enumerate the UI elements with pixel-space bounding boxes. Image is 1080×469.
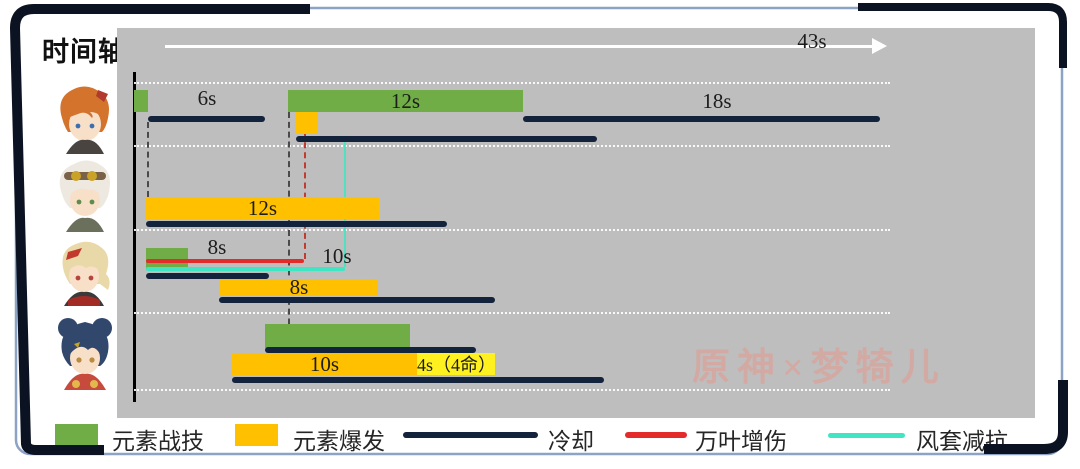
tartaglia-skill-cast-bar [134, 90, 148, 112]
time-arrow-head [872, 38, 887, 54]
tartaglia-skill-cooldown-label: 6s [197, 86, 217, 110]
legend-swatch-buff [625, 432, 687, 438]
kazuha-burst-cooldown-line [219, 297, 495, 303]
xiangling-burst-c4-bar: 4s（4命） [417, 353, 497, 375]
legend-label-cooldown: 冷却 [548, 429, 594, 454]
row-divider [134, 145, 890, 147]
tartaglia-stance-bar: 12s [288, 89, 523, 113]
tartaglia-stance-cooldown-line [523, 116, 880, 122]
bennett-icon [59, 160, 110, 232]
tartaglia-burst-bar [296, 112, 318, 134]
legend-label-shred: 风套减抗 [916, 429, 1008, 454]
axis-total-label: 43s [797, 29, 827, 53]
avatar-bennett [54, 156, 116, 232]
row-divider [134, 312, 890, 314]
kazuha-buff-line [146, 259, 304, 263]
page-title: 时间轴 [42, 37, 126, 67]
bennett-burst-cooldown-line [146, 221, 447, 227]
legend-label-skill: 元素战技 [112, 429, 204, 454]
sync-line-buff-end [304, 112, 306, 259]
legend-label-burst: 元素爆发 [293, 429, 385, 454]
time-axis-line [133, 72, 136, 402]
tartaglia-skill-cooldown-line [148, 116, 265, 122]
time-arrow [165, 45, 875, 48]
xiangling-skill-bar [265, 324, 410, 348]
avatar-tartaglia [54, 84, 116, 154]
bennett-burst-bar: 12s [146, 196, 379, 220]
legend-label-buff: 万叶增伤 [695, 429, 787, 454]
row-divider [134, 229, 890, 231]
avatar-xiangling [54, 314, 116, 390]
legend-swatch-burst [235, 424, 278, 446]
xiangling-burst-bar: 10s [232, 352, 417, 376]
sync-line-opener [147, 122, 149, 197]
tartaglia-icon [60, 86, 109, 154]
kazuha-burst-bar: 8s [220, 275, 378, 299]
legend-swatch-shred [828, 433, 905, 438]
kazuha-icon [62, 241, 110, 306]
kazuha-shred-label: 10s [322, 244, 352, 268]
xiangling-icon [58, 318, 112, 390]
tartaglia-stance-cooldown-label: 18s [702, 89, 732, 113]
watermark: 原神×梦犄儿 [692, 347, 946, 389]
legend-swatch-skill [55, 424, 98, 446]
kazuha-shred-line [146, 267, 345, 271]
legend-swatch-cooldown [403, 432, 538, 438]
avatar-kazuha [54, 238, 116, 306]
kazuha-buff-label: 8s [207, 235, 227, 259]
row-divider [134, 82, 890, 84]
sync-line-stance [288, 112, 290, 354]
xiangling-burst-cooldown-line [232, 377, 604, 383]
tartaglia-burst-cooldown-line [296, 136, 597, 142]
